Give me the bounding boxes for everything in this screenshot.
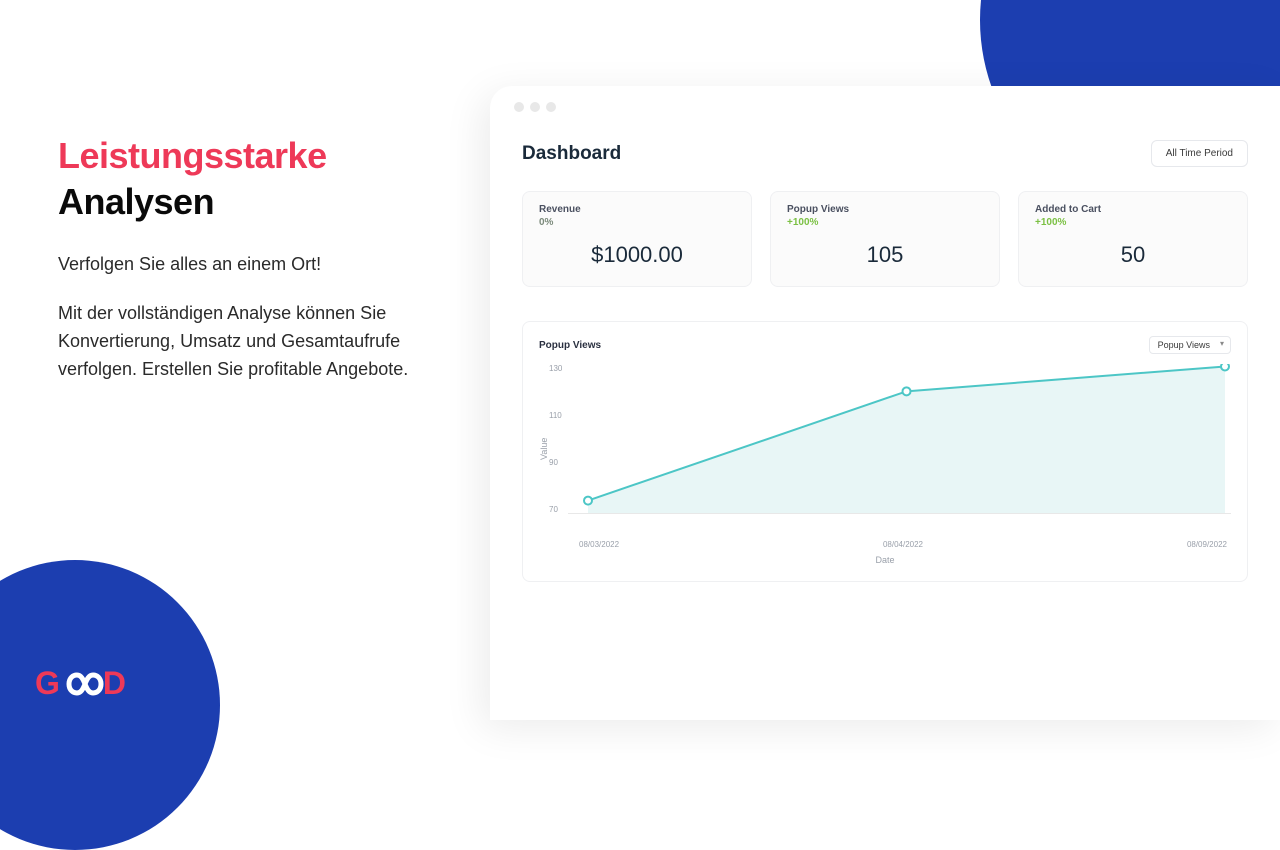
chart-svg [568, 364, 1231, 513]
dashboard-title: Dashboard [522, 143, 621, 165]
x-axis-label: Date [539, 555, 1231, 565]
window-dot [514, 102, 524, 112]
stat-label: Popup Views [787, 204, 983, 215]
logo-letter-g: G [35, 665, 59, 702]
dashboard-window: Dashboard All Time Period Revenue 0% $10… [490, 86, 1280, 720]
stat-card-revenue: Revenue 0% $1000.00 [522, 191, 752, 287]
marketing-copy: Leistungsstarke Analysen Verfolgen Sie a… [58, 135, 438, 384]
title-line-2: Analysen [58, 181, 438, 223]
y-tick: 130 [549, 364, 562, 373]
y-tick: 110 [549, 411, 562, 420]
y-axis-label: Value [539, 364, 549, 534]
stat-label: Added to Cart [1035, 204, 1231, 215]
time-period-button[interactable]: All Time Period [1151, 140, 1248, 167]
x-tick: 08/04/2022 [883, 540, 923, 549]
x-tick: 08/09/2022 [1187, 540, 1227, 549]
chart-title: Popup Views [539, 340, 601, 351]
stat-card-added-to-cart: Added to Cart +100% 50 [1018, 191, 1248, 287]
x-tick: 08/03/2022 [579, 540, 619, 549]
window-dot [546, 102, 556, 112]
y-ticks: 130 110 90 70 [549, 364, 568, 514]
logo-letter-d: D [103, 665, 125, 702]
stat-value: 50 [1035, 242, 1231, 268]
stat-change: +100% [787, 217, 983, 228]
logo-infinity-icon [57, 670, 105, 698]
chart-card: Popup Views Popup Views Value 130 110 90… [522, 321, 1248, 582]
stat-card-popup-views: Popup Views +100% 105 [770, 191, 1000, 287]
plot-area [568, 364, 1231, 514]
stat-label: Revenue [539, 204, 735, 215]
stat-change: +100% [1035, 217, 1231, 228]
description: Mit der vollständigen Analyse können Sie… [58, 300, 438, 384]
title-line-1: Leistungsstarke [58, 135, 438, 177]
subtitle: Verfolgen Sie alles an einem Ort! [58, 251, 438, 278]
y-tick: 70 [549, 505, 562, 514]
window-dot [530, 102, 540, 112]
chart-body: Value 130 110 90 70 [539, 364, 1231, 534]
stat-cards-row: Revenue 0% $1000.00 Popup Views +100% 10… [490, 167, 1280, 287]
x-ticks: 08/03/2022 08/04/2022 08/09/2022 [579, 540, 1227, 549]
stat-value: 105 [787, 242, 983, 268]
dashboard-header: Dashboard All Time Period [490, 112, 1280, 167]
logo: G D [35, 665, 125, 702]
stat-value: $1000.00 [539, 242, 735, 268]
chart-header: Popup Views Popup Views [539, 336, 1231, 354]
decoration-circle-bottom [0, 560, 220, 850]
chart-selector[interactable]: Popup Views [1149, 336, 1231, 354]
y-tick: 90 [549, 458, 562, 467]
window-controls [490, 86, 1280, 112]
stat-change: 0% [539, 217, 735, 228]
